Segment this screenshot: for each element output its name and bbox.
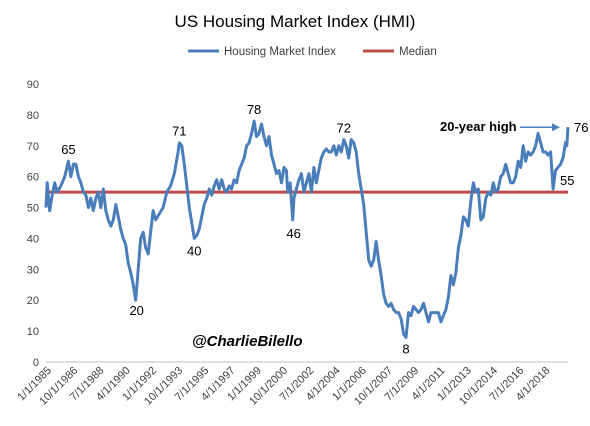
annotation-label: 71 [172,124,186,139]
legend-label-median: Median [399,46,437,58]
annotation-label: 46 [286,226,300,241]
y-tick-label: 60 [27,172,39,184]
legend-label-hmi: Housing Market Index [224,46,336,58]
y-tick-label: 20 [27,295,39,307]
annotation-label: 40 [187,243,201,258]
y-tick-label: 10 [27,326,39,338]
annotation-label: 8 [402,341,409,356]
value-annotations: 65 20 71 40 78 46 72 8 55 76 [61,102,588,356]
annotation-label: 20 [129,303,143,318]
annotation-label: 72 [337,121,351,136]
y-tick-label: 40 [27,233,39,245]
x-axis-ticks: 1/1/198510/1/19867/1/19884/1/19901/1/199… [15,365,552,408]
chart-title: US Housing Market Index (HMI) [175,12,416,31]
y-tick-label: 0 [33,357,39,369]
y-tick-label: 30 [27,264,39,276]
y-tick-label: 70 [27,141,39,153]
annotation-label: 55 [560,173,574,188]
housing-market-index-line [44,119,570,339]
twenty-year-high-callout: 20-year high [440,119,517,134]
annotation-label: 78 [247,102,261,117]
y-tick-label: 80 [27,110,39,122]
annotation-label: 65 [61,142,75,157]
y-tick-label: 90 [27,79,39,91]
annotation-label: 76 [574,120,588,135]
author-watermark: @CharlieBilello [192,333,303,350]
y-axis-ticks: 0 10 20 30 40 50 60 70 80 90 [27,79,39,369]
legend: Housing Market Index Median [188,46,437,58]
callout-arrowhead [552,123,560,132]
y-tick-label: 50 [27,203,39,215]
